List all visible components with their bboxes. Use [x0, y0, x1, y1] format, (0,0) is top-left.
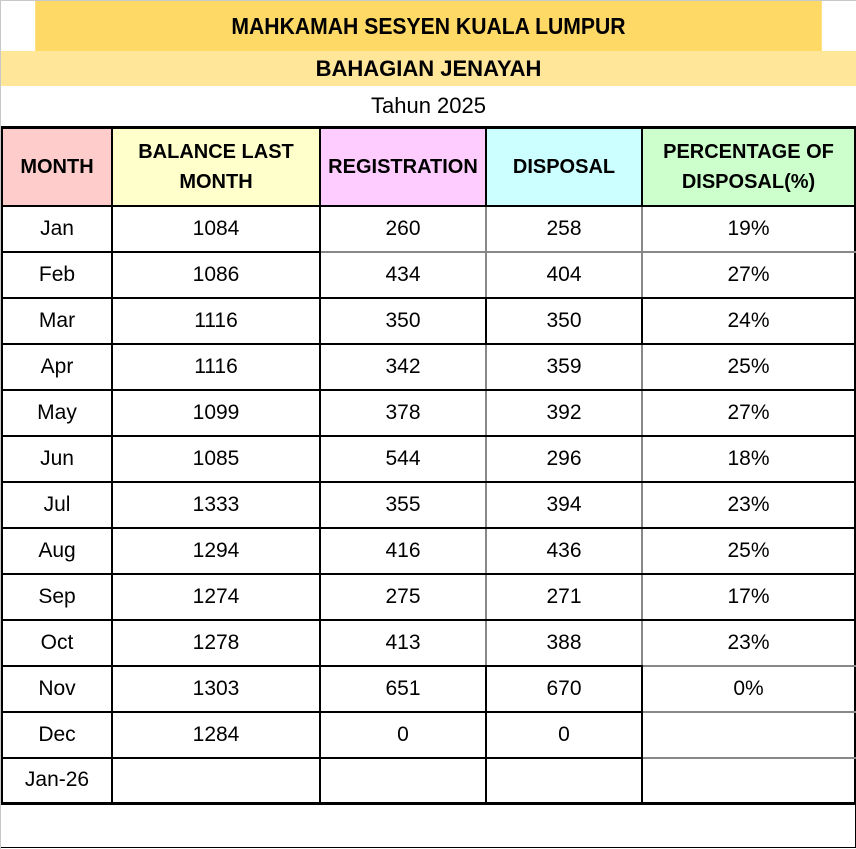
cell-registration[interactable]: 378 — [319, 388, 487, 437]
cell-disposal[interactable]: 350 — [485, 296, 643, 345]
cell-percentage[interactable]: 23% — [641, 618, 856, 667]
cell-disposal[interactable] — [485, 756, 643, 805]
cell-balance[interactable]: 1116 — [111, 342, 321, 391]
cell-month[interactable]: Jul — [1, 480, 113, 529]
cell-month[interactable]: Dec — [1, 710, 113, 759]
cell-disposal[interactable]: 271 — [485, 572, 643, 621]
cell-registration[interactable]: 413 — [319, 618, 487, 667]
column-header-disposal[interactable]: DISPOSAL — [485, 126, 643, 207]
cell-registration[interactable]: 544 — [319, 434, 487, 483]
cell-registration[interactable]: 350 — [319, 296, 487, 345]
cell-balance[interactable]: 1284 — [111, 710, 321, 759]
cell-percentage[interactable]: 25% — [641, 526, 856, 575]
cell-percentage[interactable] — [641, 756, 856, 805]
cell-registration[interactable]: 342 — [319, 342, 487, 391]
table-row: Feb 1086 434 404 27% — [1, 250, 856, 299]
cell-balance[interactable]: 1303 — [111, 664, 321, 713]
cell-balance[interactable]: 1084 — [111, 204, 321, 253]
cell-disposal[interactable]: 404 — [485, 250, 643, 299]
empty-footer-row[interactable] — [1, 803, 856, 848]
cell-balance[interactable]: 1085 — [111, 434, 321, 483]
cell-month[interactable]: Jun — [1, 434, 113, 483]
cell-balance[interactable]: 1086 — [111, 250, 321, 299]
cell-percentage[interactable]: 25% — [641, 342, 856, 391]
cell-month[interactable]: Apr — [1, 342, 113, 391]
cell-disposal[interactable]: 392 — [485, 388, 643, 437]
cell-disposal[interactable]: 394 — [485, 480, 643, 529]
cell-registration[interactable]: 355 — [319, 480, 487, 529]
cell-percentage[interactable]: 0% — [641, 664, 856, 713]
cell-balance[interactable]: 1116 — [111, 296, 321, 345]
cell-disposal[interactable]: 258 — [485, 204, 643, 253]
table-row: Dec 1284 0 0 — [1, 710, 856, 759]
cell-month[interactable]: Nov — [1, 664, 113, 713]
table-row: Aug 1294 416 436 25% — [1, 526, 856, 575]
case-statistics-table: MONTH BALANCE LAST MONTH REGISTRATION DI… — [1, 126, 856, 805]
cell-disposal[interactable]: 388 — [485, 618, 643, 667]
table-header-row: MONTH BALANCE LAST MONTH REGISTRATION DI… — [1, 126, 856, 207]
cell-disposal[interactable]: 296 — [485, 434, 643, 483]
cell-registration[interactable]: 416 — [319, 526, 487, 575]
cell-percentage[interactable] — [641, 710, 856, 759]
cell-month[interactable]: Feb — [1, 250, 113, 299]
column-header-registration[interactable]: REGISTRATION — [319, 126, 487, 207]
cell-balance[interactable]: 1278 — [111, 618, 321, 667]
year-label: Tahun 2025 — [1, 86, 856, 126]
cell-registration[interactable]: 275 — [319, 572, 487, 621]
cell-registration[interactable] — [319, 756, 487, 805]
cell-balance[interactable]: 1333 — [111, 480, 321, 529]
balance-header-text: BALANCE LAST MONTH — [138, 140, 294, 193]
cell-percentage[interactable]: 18% — [641, 434, 856, 483]
cell-balance[interactable]: 1099 — [111, 388, 321, 437]
cell-registration[interactable]: 260 — [319, 204, 487, 253]
cell-month[interactable]: Sep — [1, 572, 113, 621]
cell-registration[interactable]: 0 — [319, 710, 487, 759]
cell-percentage[interactable]: 19% — [641, 204, 856, 253]
court-title: MAHKAMAH SESYEN KUALA LUMPUR — [35, 1, 822, 51]
table-row: Jan 1084 260 258 19% — [1, 204, 856, 253]
cell-disposal[interactable]: 0 — [485, 710, 643, 759]
table-row: Jun 1085 544 296 18% — [1, 434, 856, 483]
cell-balance[interactable] — [111, 756, 321, 805]
division-subtitle: BAHAGIAN JENAYAH — [1, 51, 856, 86]
column-header-balance-last-month[interactable]: BALANCE LAST MONTH — [111, 126, 321, 207]
cell-disposal[interactable]: 670 — [485, 664, 643, 713]
table-row: Oct 1278 413 388 23% — [1, 618, 856, 667]
cell-balance[interactable]: 1294 — [111, 526, 321, 575]
table-row: Jan-26 — [1, 756, 856, 805]
cell-registration[interactable]: 434 — [319, 250, 487, 299]
cell-percentage[interactable]: 24% — [641, 296, 856, 345]
cell-percentage[interactable]: 27% — [641, 250, 856, 299]
percentage-header-text: PERCENTAGE OF DISPOSAL(%) — [663, 140, 834, 193]
column-header-month[interactable]: MONTH — [1, 126, 113, 207]
cell-percentage[interactable]: 27% — [641, 388, 856, 437]
cell-balance[interactable]: 1274 — [111, 572, 321, 621]
table-row: Sep 1274 275 271 17% — [1, 572, 856, 621]
table-row: Apr 1116 342 359 25% — [1, 342, 856, 391]
cell-month[interactable]: Oct — [1, 618, 113, 667]
table-row: Mar 1116 350 350 24% — [1, 296, 856, 345]
cell-disposal[interactable]: 436 — [485, 526, 643, 575]
table-row: May 1099 378 392 27% — [1, 388, 856, 437]
cell-percentage[interactable]: 23% — [641, 480, 856, 529]
table-row: Jul 1333 355 394 23% — [1, 480, 856, 529]
column-header-percentage-of-disposal[interactable]: PERCENTAGE OF DISPOSAL(%) — [641, 126, 856, 207]
cell-month[interactable]: Jan — [1, 204, 113, 253]
cell-month[interactable]: Mar — [1, 296, 113, 345]
cell-disposal[interactable]: 359 — [485, 342, 643, 391]
table-row: Nov 1303 651 670 0% — [1, 664, 856, 713]
cell-month[interactable]: May — [1, 388, 113, 437]
cell-registration[interactable]: 651 — [319, 664, 487, 713]
cell-percentage[interactable]: 17% — [641, 572, 856, 621]
cell-month[interactable]: Aug — [1, 526, 113, 575]
cell-month[interactable]: Jan-26 — [1, 756, 113, 805]
